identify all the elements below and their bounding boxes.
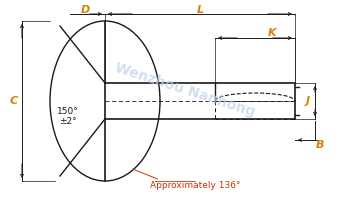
Text: K: K (268, 28, 276, 38)
Text: J: J (306, 96, 310, 106)
Text: C: C (10, 96, 18, 106)
Text: 150°: 150° (57, 107, 79, 117)
Text: D: D (80, 5, 90, 15)
Text: Approximately 136°: Approximately 136° (150, 181, 240, 189)
Text: ±2°: ±2° (59, 118, 77, 126)
Text: Wenzhou Nanhong: Wenzhou Nanhong (113, 61, 257, 119)
Text: B: B (316, 140, 324, 150)
Text: L: L (196, 5, 203, 15)
